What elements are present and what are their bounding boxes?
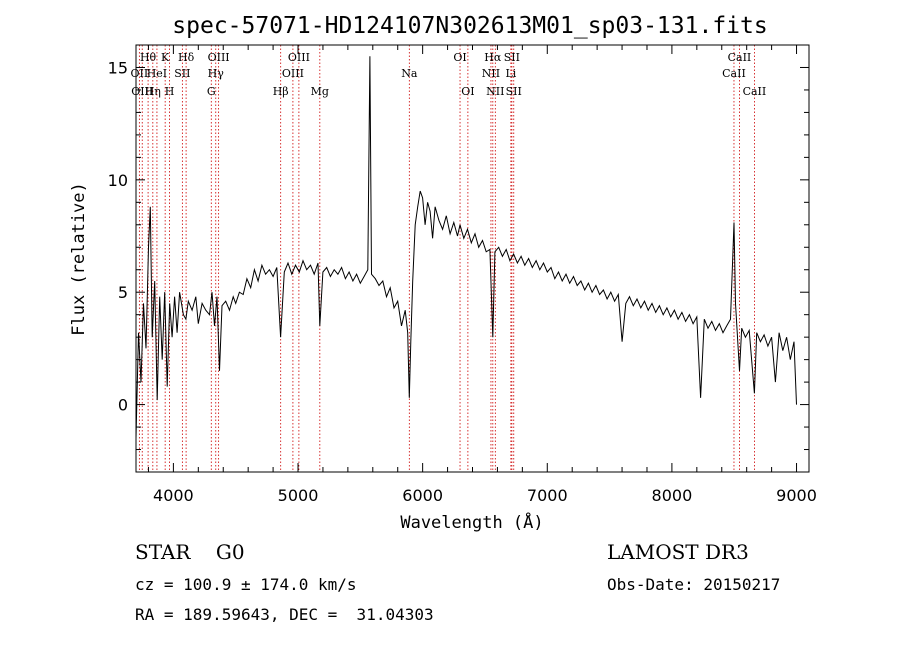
x-tick-label: 9000 [776,486,817,505]
reference-lines [138,45,755,472]
line-label: Li [505,67,516,80]
x-tick-label: 4000 [153,486,194,505]
line-label: Hβ [273,85,289,98]
redshift-text: cz = 100.9 ± 174.0 km/s [135,575,357,594]
line-label: OI [453,51,466,64]
coordinates-text: RA = 189.59643, DEC = 31.04303 [135,605,434,624]
line-label: Mg [311,85,329,98]
x-tick-label: 8000 [652,486,693,505]
obs-date-text: Obs-Date: 20150217 [607,575,780,594]
plot-frame [135,44,810,473]
y-tick-label: 5 [118,283,128,302]
survey-text: LAMOST DR3 [607,540,749,564]
line-labels: OII OIII Hθ Hη HeI K H SII Hδ G Hγ OIII Hβ OIII OIII Mg… [131,51,767,98]
y-tick-label: 10 [108,171,128,190]
line-label: OIII [282,67,304,80]
line-label: OIII [208,51,230,64]
y-axis-label: Flux (relative) [69,182,89,336]
y-axis-ticks: 0 5 10 15 [108,44,809,451]
line-label: K [161,51,170,64]
line-label: OI [461,85,474,98]
y-tick-label: 15 [108,58,128,77]
line-label: CaII [722,67,746,80]
chart-title: spec-57071-HD124107N302613M01_sp03-131.f… [172,13,767,39]
line-label: HeI [147,67,167,80]
x-tick-label: 6000 [402,486,443,505]
line-label: OII [131,67,149,80]
line-label: OIII [131,85,153,98]
line-label: CaII [728,51,752,64]
line-label: Na [401,67,418,80]
x-axis-ticks: 4000 5000 6000 7000 8000 9000 [147,45,817,505]
x-tick-label: 7000 [527,486,568,505]
line-label: SII [174,67,190,80]
classification-text: STAR G0 [135,540,245,564]
line-label: OIII [288,51,310,64]
line-label: G [207,85,216,98]
line-label: Hθ [140,51,157,64]
line-label: Hγ [208,67,225,80]
line-label: H [165,85,175,98]
x-axis-label: Wavelength (Å) [400,511,543,533]
line-label: SII [504,51,520,64]
x-tick-label: 5000 [278,486,319,505]
spectrum-series-line [135,56,797,439]
line-label: Hα [484,51,502,64]
line-label: SII [506,85,522,98]
line-label: Hη [145,85,161,98]
y-tick-label: 0 [118,396,128,415]
line-label: NII [486,85,504,98]
line-label: CaII [743,85,767,98]
line-label: NII [482,67,500,80]
line-label: Hδ [178,51,195,64]
